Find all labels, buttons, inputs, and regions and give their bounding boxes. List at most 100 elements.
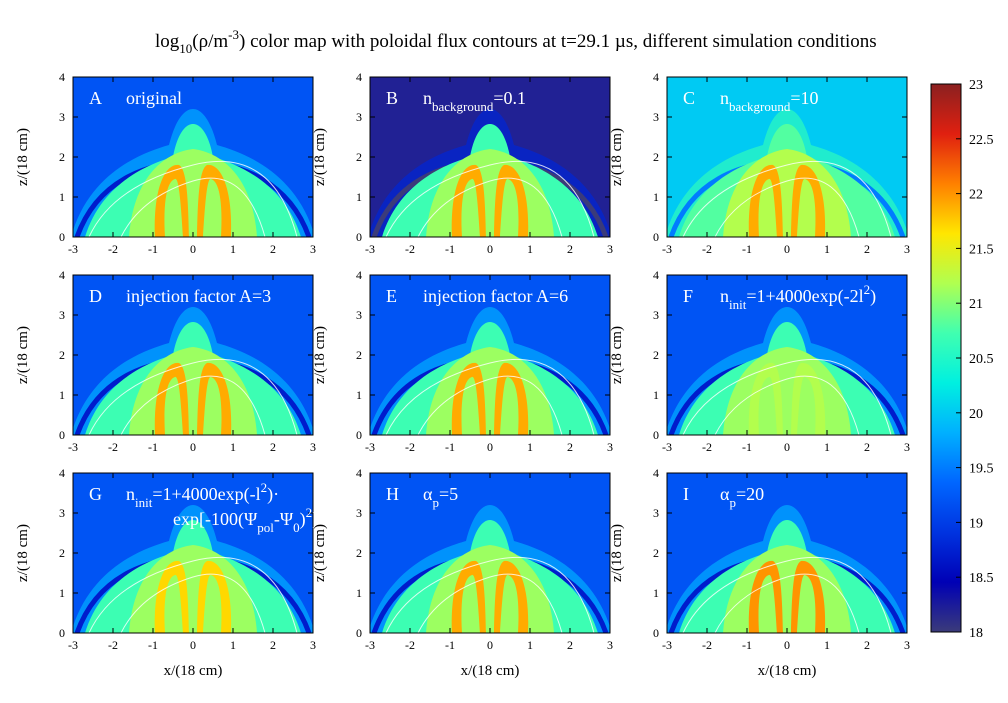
y-axis-label: z/(18 cm) xyxy=(15,524,31,582)
x-tick-label: 2 xyxy=(270,242,276,256)
x-tick-label: -2 xyxy=(108,638,118,652)
y-tick-label: 1 xyxy=(653,190,659,204)
y-tick-label: 1 xyxy=(356,586,362,600)
x-tick-label: 0 xyxy=(487,638,493,652)
x-axis-label: x/(18 cm) xyxy=(164,663,223,679)
y-tick-label: 1 xyxy=(653,586,659,600)
flux-contour xyxy=(88,160,298,237)
flux-contour xyxy=(88,358,298,435)
x-tick-label: -3 xyxy=(662,638,672,652)
y-tick-label: 1 xyxy=(356,388,362,402)
x-tick-label: 1 xyxy=(527,638,533,652)
jet-leg xyxy=(748,164,783,237)
x-tick-label: 1 xyxy=(527,440,533,454)
x-tick-label: -1 xyxy=(742,440,752,454)
y-tick-label: 4 xyxy=(356,466,362,480)
x-tick-label: -1 xyxy=(148,440,158,454)
x-tick-label: 0 xyxy=(784,242,790,256)
flux-contour xyxy=(120,573,266,633)
x-tick-label: -3 xyxy=(68,638,78,652)
jet-leg xyxy=(197,164,232,237)
y-tick-label: 0 xyxy=(59,428,65,442)
jet-leg xyxy=(494,560,529,633)
x-tick-label: 3 xyxy=(607,242,613,256)
y-tick-label: 0 xyxy=(356,626,362,640)
jet-leg xyxy=(791,164,826,237)
jet-leg xyxy=(451,560,486,633)
y-axis-label: z/(18 cm) xyxy=(609,128,625,186)
x-axis-label: x/(18 cm) xyxy=(758,663,817,679)
flux-contour xyxy=(88,556,298,633)
x-tick-label: 1 xyxy=(824,440,830,454)
panel-a: -3 -2 -1 0 1 2 3 0 1 2 3 4 A original z/(18 cm) xyxy=(15,70,316,256)
y-tick-label: 3 xyxy=(59,308,65,322)
x-tick-label: -1 xyxy=(445,638,455,652)
x-tick-label: 1 xyxy=(230,638,236,652)
x-tick-label: 3 xyxy=(310,242,316,256)
x-tick-label: 3 xyxy=(607,638,613,652)
y-tick-label: 2 xyxy=(653,150,659,164)
flux-contour xyxy=(120,177,266,237)
colorbar-tick-label: 22.5 xyxy=(969,133,994,148)
y-tick-label: 3 xyxy=(653,506,659,520)
x-tick-label: 0 xyxy=(190,638,196,652)
chart-title: log10(ρ/m-3) color map with poloidal flu… xyxy=(155,27,877,56)
y-tick-label: 2 xyxy=(653,546,659,560)
x-tick-label: -2 xyxy=(108,440,118,454)
jet-leg xyxy=(451,164,486,237)
y-tick-label: 0 xyxy=(59,626,65,640)
x-tick-label: 1 xyxy=(230,242,236,256)
x-tick-label: -3 xyxy=(662,242,672,256)
jet-leg xyxy=(791,560,826,633)
x-tick-label: -1 xyxy=(742,638,752,652)
y-axis-label: z/(18 cm) xyxy=(312,524,328,582)
y-tick-label: 1 xyxy=(653,388,659,402)
panel-b: -3 -2 -1 0 1 2 3 0 1 2 3 4 B nbackground=0.1 z/(18 cm) xyxy=(312,70,613,256)
y-tick-label: 4 xyxy=(59,466,65,480)
y-tick-label: 0 xyxy=(653,626,659,640)
x-tick-label: -2 xyxy=(108,242,118,256)
colorbar-tick-label: 19.5 xyxy=(969,462,994,477)
x-tick-label: -1 xyxy=(742,242,752,256)
colorbar-tick-label: 19 xyxy=(969,516,983,531)
x-tick-label: -3 xyxy=(365,440,375,454)
x-tick-label: -3 xyxy=(662,440,672,454)
x-tick-label: 3 xyxy=(904,242,910,256)
colorbar-tick-label: 20 xyxy=(969,407,983,422)
y-axis-label: z/(18 cm) xyxy=(312,326,328,384)
panels: -3 -2 -1 0 1 2 3 0 1 2 3 4 A original z/(18 cm) -3 -2 -1 0… xyxy=(15,70,910,679)
panel-d: -3 -2 -1 0 1 2 3 0 1 2 3 4 D injection factor A=3 z/(1… xyxy=(15,268,316,454)
x-tick-label: 3 xyxy=(904,638,910,652)
y-tick-label: 1 xyxy=(59,190,65,204)
y-tick-label: 0 xyxy=(356,230,362,244)
colorbar-tick-label: 21.5 xyxy=(969,242,994,257)
x-tick-label: -2 xyxy=(405,440,415,454)
colorbar-tick-label: 18.5 xyxy=(969,571,994,586)
y-tick-label: 3 xyxy=(356,308,362,322)
y-tick-label: 2 xyxy=(653,348,659,362)
panel-g: -3 -2 -1 0 1 2 3 0 1 2 3 4 G ninit=1+4000exp(-l2)·exp… xyxy=(15,466,318,679)
panel-e: -3 -2 -1 0 1 2 3 0 1 2 3 4 E injection factor A=6 z/(1… xyxy=(312,268,613,454)
x-tick-label: -1 xyxy=(445,440,455,454)
y-tick-label: 2 xyxy=(356,348,362,362)
x-tick-label: -3 xyxy=(68,242,78,256)
y-tick-label: 0 xyxy=(653,230,659,244)
x-tick-label: -2 xyxy=(405,242,415,256)
x-tick-label: 0 xyxy=(784,440,790,454)
x-tick-label: -1 xyxy=(148,242,158,256)
colorbar-tick-label: 20.5 xyxy=(969,352,994,367)
x-tick-label: -1 xyxy=(445,242,455,256)
x-tick-label: -3 xyxy=(68,440,78,454)
flux-contour xyxy=(714,177,860,237)
x-tick-label: -2 xyxy=(702,440,712,454)
jet-leg xyxy=(154,560,189,633)
flux-contour xyxy=(385,160,595,237)
x-tick-label: 3 xyxy=(904,440,910,454)
